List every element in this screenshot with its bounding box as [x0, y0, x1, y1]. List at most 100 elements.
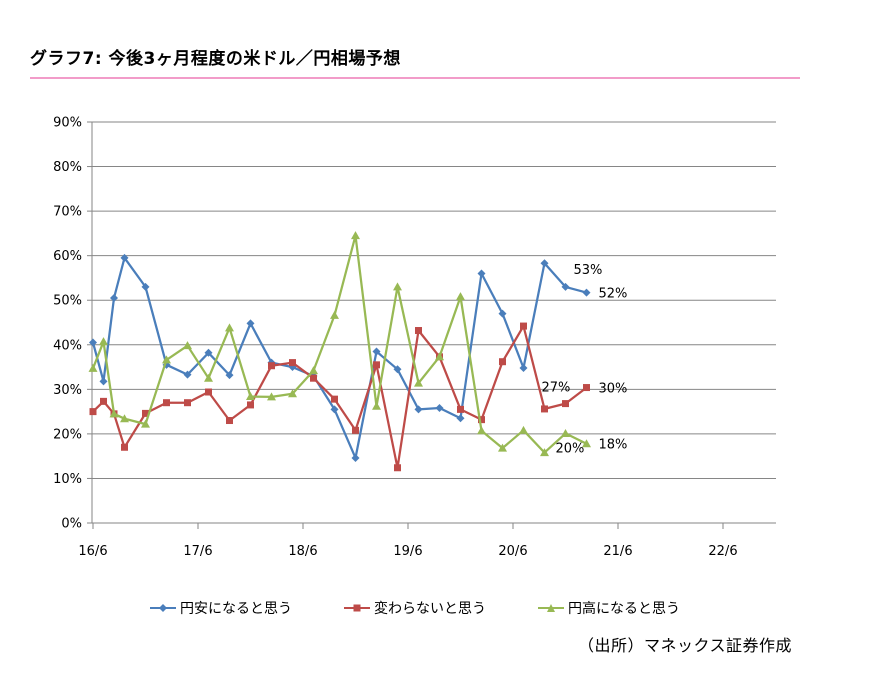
data-point [121, 443, 128, 451]
data-point [372, 347, 381, 356]
x-tick-label: 16/6 [78, 544, 107, 559]
data-point [109, 409, 119, 418]
data-point [352, 426, 359, 434]
data-point [540, 448, 549, 457]
data-point [394, 464, 401, 472]
x-tick-label: 17/6 [183, 544, 212, 559]
data-point [456, 292, 465, 301]
legend-swatch-yen-strong [538, 604, 564, 612]
data-point [309, 366, 318, 375]
data-point [582, 439, 591, 448]
data-point [141, 419, 150, 428]
data-point [540, 259, 549, 268]
data-point [99, 337, 108, 346]
data-point [435, 352, 444, 361]
mid-value-label: 53% [574, 263, 603, 278]
data-point [498, 309, 507, 318]
legend-item-unchanged: 変わらないと思う [344, 598, 486, 618]
y-tick-label: 30% [53, 383, 82, 398]
data-point [519, 425, 528, 434]
data-point [414, 405, 423, 414]
legend: 円安になると思う 変わらないと思う 円高になると思う [150, 598, 680, 618]
data-point [204, 348, 213, 357]
data-point [246, 319, 255, 328]
data-point [330, 405, 339, 414]
data-point [372, 401, 381, 410]
legend-swatch-yen-weak [150, 604, 176, 612]
end-value-label: 30% [599, 382, 628, 397]
data-point [183, 341, 192, 350]
data-point [373, 361, 380, 369]
data-point [267, 392, 276, 401]
data-point [456, 414, 465, 423]
x-tick-label: 22/6 [708, 544, 737, 559]
series-line [91, 256, 587, 460]
series-group [88, 231, 591, 472]
legend-label-yen-strong: 円高になると思う [568, 601, 680, 617]
data-point [99, 377, 108, 386]
data-point [162, 355, 171, 364]
data-point [541, 405, 548, 413]
x-tick-label: 18/6 [288, 544, 317, 559]
title-underline [30, 77, 800, 79]
data-point [351, 231, 360, 240]
data-point [310, 374, 317, 382]
x-tick-label: 19/6 [393, 544, 422, 559]
legend-label-yen-weak: 円安になると思う [180, 601, 292, 617]
data-point [246, 391, 255, 400]
data-point [561, 428, 570, 437]
data-point [561, 282, 570, 291]
series-2 [88, 231, 591, 457]
data-point [478, 416, 485, 424]
data-point [163, 399, 170, 407]
data-point [331, 395, 338, 403]
y-tick-label: 10% [53, 472, 82, 487]
legend-item-yen-strong: 円高になると思う [538, 598, 680, 618]
data-point [89, 338, 97, 347]
source-note: （出所）マネックス証券作成 [578, 636, 793, 655]
data-point [393, 365, 402, 374]
chart-title: グラフ7: 今後3ヶ月程度の米ドル／円相場予想 [30, 49, 401, 69]
x-tick-label: 20/6 [498, 544, 527, 559]
y-tick-label: 80% [53, 160, 82, 175]
series-0 [89, 253, 591, 462]
data-point [100, 397, 107, 405]
data-point [120, 253, 129, 262]
line-chart: 0% 10% 20% 30% 40% 50% 60% 70% 80% 90% 16/6 17/6 18/… [53, 116, 776, 559]
data-point [183, 370, 192, 379]
end-value-label: 52% [599, 287, 628, 302]
data-point [141, 282, 150, 291]
data-point [204, 373, 213, 382]
data-point [268, 362, 275, 370]
data-point [330, 310, 339, 319]
data-point [519, 363, 528, 372]
data-point [205, 388, 212, 396]
legend-label-unchanged: 変わらないと思う [374, 601, 486, 617]
grid-lines [92, 121, 776, 479]
end-value-label: 18% [599, 438, 628, 453]
data-point [583, 384, 590, 392]
mid-value-label: 20% [556, 441, 585, 456]
legend-item-yen-weak: 円安になると思う [150, 598, 292, 618]
data-point [393, 282, 402, 291]
y-tick-label: 0% [61, 517, 82, 532]
data-point [562, 400, 569, 408]
data-point [142, 409, 149, 417]
data-point [477, 426, 486, 435]
data-point [289, 359, 296, 367]
data-point [415, 327, 422, 335]
y-tick-label: 90% [53, 116, 82, 131]
data-point [351, 453, 360, 462]
data-point [582, 288, 591, 297]
data-point [288, 389, 297, 398]
data-point [88, 363, 98, 372]
y-tick-label: 60% [53, 249, 82, 264]
data-point [499, 358, 506, 366]
legend-swatch-unchanged [344, 604, 370, 612]
data-point [435, 404, 444, 413]
y-tick-label: 20% [53, 427, 82, 442]
data-point [120, 414, 129, 423]
series-line [91, 234, 587, 454]
data-point [414, 378, 423, 387]
y-tick-label: 50% [53, 294, 82, 309]
